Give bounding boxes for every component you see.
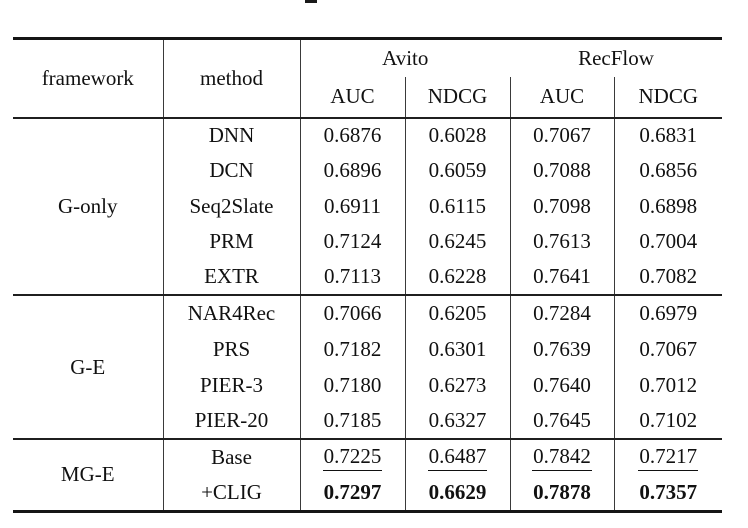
framework-label: G-only: [13, 117, 163, 296]
metric-value-cell: 0.7180: [299, 367, 405, 403]
column-header-framework: framework: [13, 38, 163, 119]
metric-value-cell: 0.6979: [613, 295, 723, 331]
metric-value-cell: 0.6911: [299, 188, 405, 224]
method-cell: DCN: [162, 153, 300, 189]
table-row: +CLIG 0.7297 0.6629 0.7878 0.7357: [13, 475, 723, 511]
metric-value-cell: 0.7098: [509, 188, 614, 224]
metric-value-cell: 0.6856: [613, 153, 723, 189]
metric-value-cell: 0.7842: [509, 439, 614, 475]
column-header-avito-ndcg: NDCG: [404, 76, 510, 119]
table-row: G-only DNN 0.6876 0.6028 0.7067 0.6831: [13, 117, 723, 296]
framework-label: G-E: [13, 295, 163, 440]
table-row: Seq2Slate 0.6911 0.6115 0.7098 0.6898: [13, 188, 723, 224]
column-header-recflow-ndcg: NDCG: [613, 76, 723, 119]
metric-value-cell: 0.7645: [509, 403, 614, 440]
metric-value-cell: 0.6245: [404, 224, 510, 260]
table-row: PIER-3 0.7180 0.6273 0.7640 0.7012: [13, 367, 723, 403]
table-row: G-E NAR4Rec 0.7066 0.6205 0.7284 0.6979: [13, 295, 723, 440]
metric-value-cell: 0.7284: [509, 295, 614, 331]
framework-label: MG-E: [60, 462, 115, 487]
metric-value-cell: 0.6898: [613, 188, 723, 224]
metric-value-cell: 0.7067: [509, 117, 614, 153]
underlined-value: 0.6487: [427, 445, 488, 471]
metric-value-cell: 0.7113: [299, 259, 405, 296]
metric-value-cell: 0.6228: [404, 259, 510, 296]
metric-value-cell: 0.7613: [509, 224, 614, 260]
underlined-value: 0.7842: [532, 445, 592, 471]
group-header-recflow: RecFlow: [578, 45, 654, 70]
metric-value-cell: 0.7639: [509, 331, 614, 367]
results-table: framework method Avito RecFlow AUC NDCG …: [13, 37, 723, 513]
metric-value-cell: 0.7225: [299, 439, 405, 475]
table-row: PRS 0.7182 0.6301 0.7639 0.7067: [13, 331, 723, 367]
metric-value-cell: 0.6327: [404, 403, 510, 440]
method-cell: EXTR: [162, 259, 300, 296]
table-row: EXTR 0.7113 0.6228 0.7641 0.7082: [13, 259, 723, 296]
metric-value-cell: 0.6115: [404, 188, 510, 224]
method-cell: PRM: [162, 224, 300, 260]
section-g-only: G-only DNN 0.6876 0.6028 0.7067 0.6831 D…: [13, 117, 723, 296]
method-cell: PRS: [162, 331, 300, 367]
metric-value-cell: 0.7124: [299, 224, 405, 260]
metric-value-cell: 0.6876: [299, 117, 405, 153]
metric-value-cell: 0.7088: [509, 153, 614, 189]
cropped-caption-fragment: [305, 0, 317, 3]
method-cell: PIER-20: [162, 403, 300, 440]
section-mg-e: MG-E Base 0.7225 0.6487 0.7842 0.7217 +C…: [13, 439, 723, 511]
method-cell: NAR4Rec: [162, 295, 300, 331]
table-header: framework method Avito RecFlow AUC NDCG …: [13, 38, 723, 119]
metric-value-cell: 0.6059: [404, 153, 510, 189]
metric-value-cell: 0.6028: [404, 117, 510, 153]
method-cell: Seq2Slate: [162, 188, 300, 224]
metric-value-cell: 0.7082: [613, 259, 723, 296]
metric-value-cell: 0.6273: [404, 367, 510, 403]
metric-value-cell: 0.6301: [404, 331, 510, 367]
table-row: DCN 0.6896 0.6059 0.7088 0.6856: [13, 153, 723, 189]
metric-value-cell: 0.6205: [404, 295, 510, 331]
metric-value-cell: 0.6629: [404, 475, 510, 511]
metric-value-cell: 0.7102: [613, 403, 723, 440]
metric-value-cell: 0.7878: [509, 475, 614, 511]
column-header-method: method: [162, 38, 300, 119]
table-row: PIER-20 0.7185 0.6327 0.7645 0.7102: [13, 403, 723, 440]
method-cell: DNN: [162, 117, 300, 153]
metric-value-cell: 0.7012: [613, 367, 723, 403]
metric-value-cell: 0.7067: [613, 331, 723, 367]
metric-value-cell: 0.7004: [613, 224, 723, 260]
metric-value-cell: 0.7357: [613, 475, 723, 511]
underlined-value: 0.7225: [322, 445, 383, 471]
table-row: MG-E Base 0.7225 0.6487 0.7842 0.7217: [13, 439, 723, 486]
metric-value-cell: 0.7185: [299, 403, 405, 440]
metric-value-cell: 0.7297: [299, 475, 405, 511]
metric-value-cell: 0.7182: [299, 331, 405, 367]
method-cell: +CLIG: [162, 475, 300, 511]
metric-value-cell: 0.7217: [613, 439, 723, 475]
metric-value-cell: 0.6487: [404, 439, 510, 475]
table-row: PRM 0.7124 0.6245 0.7613 0.7004: [13, 224, 723, 260]
metric-value-cell: 0.7641: [509, 259, 614, 296]
method-cell: PIER-3: [162, 367, 300, 403]
metric-value-cell: 0.7066: [299, 295, 405, 331]
method-cell: Base: [162, 439, 300, 475]
underlined-value: 0.7217: [638, 445, 699, 471]
column-header-recflow-auc: AUC: [509, 76, 614, 119]
metric-value-cell: 0.6831: [613, 117, 723, 153]
group-header-avito: Avito: [299, 38, 510, 77]
section-g-e: G-E NAR4Rec 0.7066 0.6205 0.7284 0.6979 …: [13, 295, 723, 440]
metric-value-cell: 0.6896: [299, 153, 405, 189]
column-header-avito-auc: AUC: [299, 76, 405, 119]
metric-value-cell: 0.7640: [509, 367, 614, 403]
